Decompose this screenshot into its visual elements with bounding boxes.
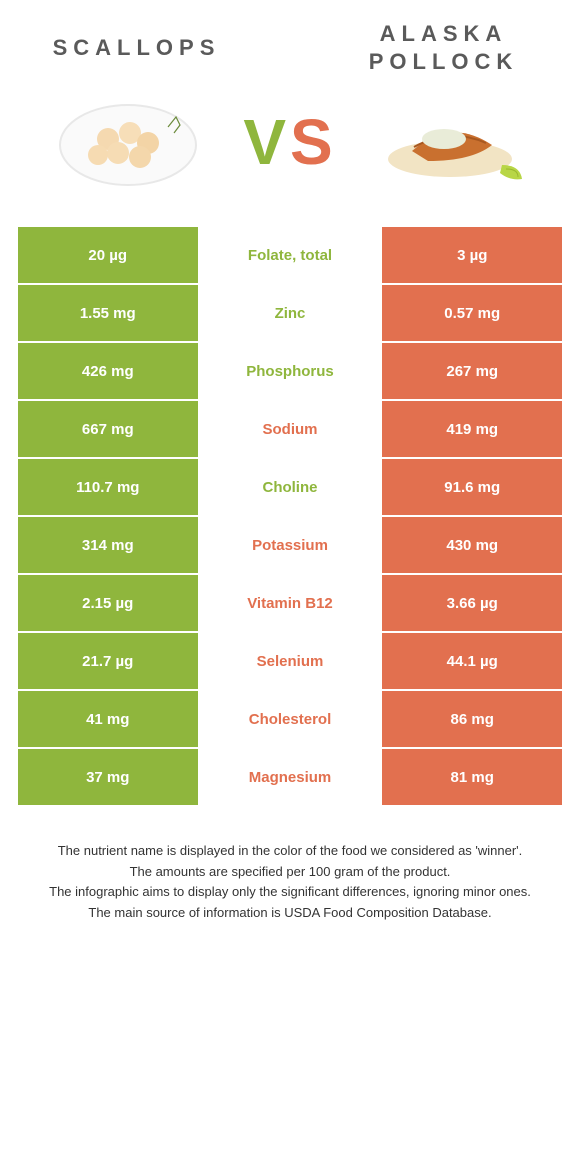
footer-line-2: The amounts are specified per 100 gram o… — [30, 862, 550, 882]
title-right: ALASKA POLLOCK — [325, 20, 562, 75]
table-row: 41 mgCholesterol86 mg — [18, 691, 562, 749]
footer-line-4: The main source of information is USDA F… — [30, 903, 550, 923]
table-row: 1.55 mgZinc0.57 mg — [18, 285, 562, 343]
cell-right-value: 267 mg — [382, 343, 562, 401]
table-row: 20 µgFolate, total3 µg — [18, 227, 562, 285]
food-image-left — [18, 87, 237, 197]
table-row: 110.7 mgCholine91.6 mg — [18, 459, 562, 517]
cell-left-value: 110.7 mg — [18, 459, 198, 517]
cell-nutrient-label: Cholesterol — [198, 691, 383, 749]
table-row: 667 mgSodium419 mg — [18, 401, 562, 459]
scallops-icon — [48, 87, 208, 197]
cell-left-value: 41 mg — [18, 691, 198, 749]
cell-left-value: 37 mg — [18, 749, 198, 807]
title-row: SCALLOPS ALASKA POLLOCK — [18, 20, 562, 75]
food-image-right — [343, 87, 562, 197]
pollock-icon — [372, 87, 532, 197]
comparison-table: 20 µgFolate, total3 µg1.55 mgZinc0.57 mg… — [18, 227, 562, 807]
cell-nutrient-label: Phosphorus — [198, 343, 383, 401]
title-left: SCALLOPS — [18, 34, 255, 62]
table-row: 2.15 µgVitamin B123.66 µg — [18, 575, 562, 633]
table-row: 37 mgMagnesium81 mg — [18, 749, 562, 807]
cell-left-value: 667 mg — [18, 401, 198, 459]
cell-right-value: 3 µg — [382, 227, 562, 285]
cell-nutrient-label: Sodium — [198, 401, 383, 459]
cell-right-value: 3.66 µg — [382, 575, 562, 633]
cell-left-value: 314 mg — [18, 517, 198, 575]
cell-left-value: 20 µg — [18, 227, 198, 285]
cell-right-value: 419 mg — [382, 401, 562, 459]
footer-notes: The nutrient name is displayed in the co… — [18, 841, 562, 922]
cell-nutrient-label: Choline — [198, 459, 383, 517]
cell-right-value: 44.1 µg — [382, 633, 562, 691]
cell-nutrient-label: Folate, total — [198, 227, 383, 285]
cell-nutrient-label: Selenium — [198, 633, 383, 691]
cell-nutrient-label: Zinc — [198, 285, 383, 343]
footer-line-1: The nutrient name is displayed in the co… — [30, 841, 550, 861]
cell-nutrient-label: Vitamin B12 — [198, 575, 383, 633]
cell-right-value: 0.57 mg — [382, 285, 562, 343]
footer-line-3: The infographic aims to display only the… — [30, 882, 550, 902]
vs-v: V — [243, 106, 290, 178]
vs-label: VS — [237, 105, 342, 179]
cell-left-value: 1.55 mg — [18, 285, 198, 343]
cell-left-value: 426 mg — [18, 343, 198, 401]
cell-right-value: 91.6 mg — [382, 459, 562, 517]
cell-nutrient-label: Magnesium — [198, 749, 383, 807]
vs-row: VS — [18, 87, 562, 197]
table-row: 314 mgPotassium430 mg — [18, 517, 562, 575]
cell-right-value: 81 mg — [382, 749, 562, 807]
cell-nutrient-label: Potassium — [198, 517, 383, 575]
cell-right-value: 430 mg — [382, 517, 562, 575]
table-row: 21.7 µgSelenium44.1 µg — [18, 633, 562, 691]
table-row: 426 mgPhosphorus267 mg — [18, 343, 562, 401]
cell-right-value: 86 mg — [382, 691, 562, 749]
cell-left-value: 21.7 µg — [18, 633, 198, 691]
cell-left-value: 2.15 µg — [18, 575, 198, 633]
vs-s: S — [290, 106, 337, 178]
